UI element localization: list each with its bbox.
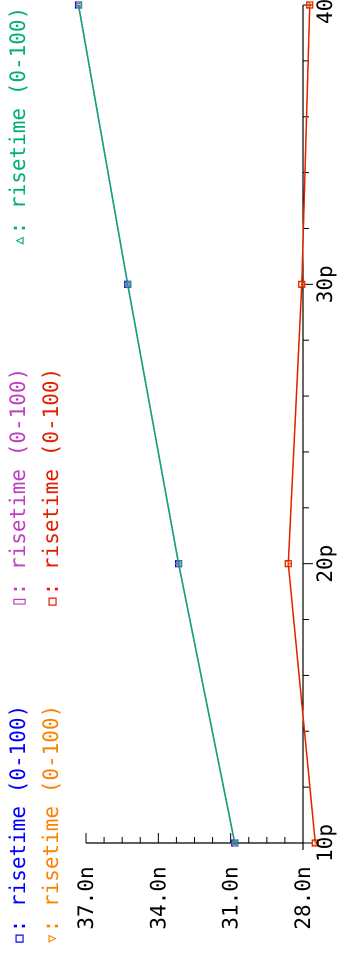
series-line: [77, 4, 236, 844]
x-tick-label: 10p: [313, 824, 337, 862]
chart-tick-labels: 10p 20p 30p 40p 28.0n 31.0n 34.0n 37.0n: [74, 0, 337, 930]
series-line: [287, 4, 316, 844]
data-point: [298, 280, 306, 288]
y-tick-label: 31.0n: [219, 866, 243, 929]
data-point: [125, 280, 130, 288]
chart-legend: ▫: risetime (0-100) ▯: risetime (0-100) ▵:…: [6, 7, 63, 945]
data-point: [123, 280, 132, 289]
data-point: [311, 839, 319, 847]
data-point: [176, 560, 181, 568]
data-point: [230, 839, 239, 847]
x-tick-label: 30p: [313, 265, 337, 303]
data-point: [76, 1, 81, 9]
legend-entry: ▫: risetime (0-100): [39, 368, 63, 608]
data-point: [284, 560, 292, 568]
chart-series-markers: [74, 1, 320, 847]
chart-axes: [85, 4, 313, 850]
data-point: [306, 1, 314, 9]
x-tick-label: 40p: [313, 0, 337, 24]
series-line: [77, 4, 236, 844]
x-tick-label: 20p: [313, 545, 337, 583]
y-tick-label: 37.0n: [74, 866, 98, 929]
legend-entry: ▫: risetime (0-100): [6, 705, 30, 945]
series-line: [287, 4, 316, 844]
data-point: [174, 559, 183, 568]
legend-entry: ▯: risetime (0-100): [6, 368, 30, 608]
legend-entry: ▿: risetime (0-100): [39, 705, 63, 945]
chart-series-lines: [77, 4, 316, 844]
legend-entry: ▵: risetime (0-100): [6, 7, 30, 247]
series-line: [77, 4, 236, 844]
data-point: [74, 1, 83, 9]
data-point: [232, 839, 237, 847]
y-tick-label: 34.0n: [146, 866, 170, 929]
y-tick-label: 28.0n: [291, 866, 315, 929]
